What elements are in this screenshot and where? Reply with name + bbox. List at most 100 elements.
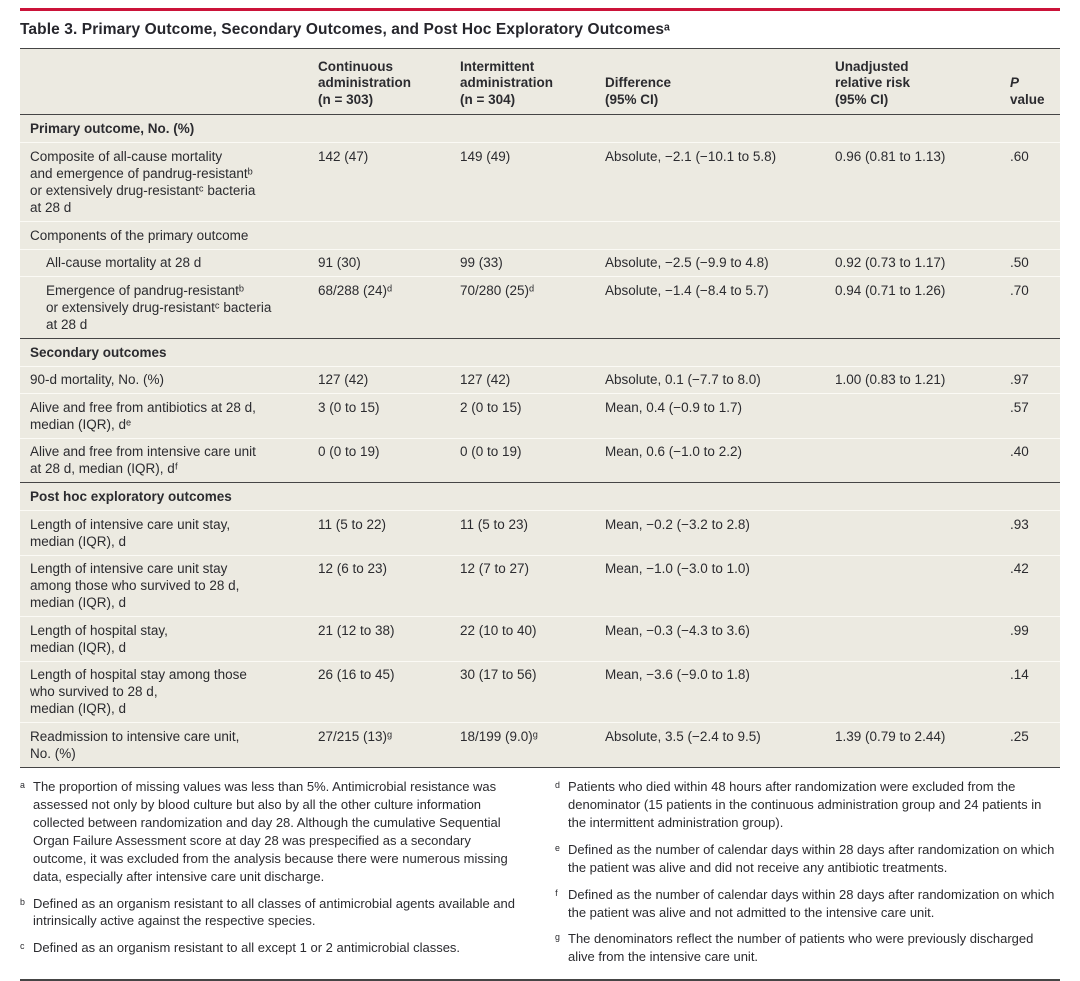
- accent-top-rule: [20, 8, 1060, 11]
- row-label: All-cause mortality at 28 d: [46, 255, 202, 271]
- footnote-text: Defined as the number of calendar days w…: [568, 886, 1055, 920]
- row-value: Mean, −3.6 (−9.0 to 1.8): [605, 667, 750, 683]
- row-value: 127 (42): [318, 372, 369, 388]
- row-value: Absolute, −2.5 (−9.9 to 4.8): [605, 255, 769, 271]
- row-value: 11 (5 to 23): [460, 516, 529, 532]
- row-value: .50: [1010, 255, 1029, 271]
- p-value-rest: value: [1010, 91, 1045, 107]
- row-label: Composite of all-cause mortality and eme…: [30, 148, 256, 215]
- footnote-text: The proportion of missing values was les…: [33, 778, 508, 884]
- row-value: Absolute, 0.1 (−7.7 to 8.0): [605, 372, 761, 388]
- paper-table-page: Table 3. Primary Outcome, Secondary Outc…: [20, 8, 1060, 981]
- row-label: Length of intensive care unit stay among…: [30, 561, 240, 611]
- table-row: Components of the primary outcome: [20, 220, 1060, 249]
- row-value: [835, 394, 1010, 404]
- footnote-text: The denominators reflect the number of p…: [568, 931, 1034, 965]
- column-header-continuous: Continuous administration (n = 303): [318, 59, 412, 107]
- table-row: Length of hospital stay among those who …: [20, 660, 1060, 723]
- row-value: [835, 439, 1010, 449]
- row-label: Alive and free from antibiotics at 28 d,…: [30, 399, 256, 432]
- footnote-marker: ᵈ: [555, 778, 560, 794]
- row-value: 1.39 (0.79 to 2.44): [835, 728, 946, 744]
- outcomes-table: Continuous administration (n = 303) Inte…: [20, 48, 1060, 768]
- table-row: Emergence of pandrug-resistantᵇ or exten…: [20, 276, 1060, 338]
- section-label: Post hoc exploratory outcomes: [30, 489, 232, 505]
- row-label: Length of hospital stay, median (IQR), d: [30, 622, 168, 655]
- row-value: 12 (7 to 27): [460, 561, 530, 577]
- row-value: 142 (47): [318, 148, 369, 164]
- row-value: Mean, −0.2 (−3.2 to 2.8): [605, 516, 750, 532]
- row-value: .93: [1010, 516, 1029, 532]
- row-value: 0 (0 to 19): [318, 444, 380, 460]
- column-header-p-value: P value: [1010, 75, 1060, 114]
- table-row: Alive and free from antibiotics at 28 d,…: [20, 393, 1060, 438]
- row-value: 0.96 (0.81 to 1.13): [835, 148, 946, 164]
- row-value: .25: [1010, 728, 1029, 744]
- row-value: 99 (33): [460, 255, 503, 271]
- row-value: [835, 662, 1010, 672]
- row-value: 68/288 (24)ᵈ: [318, 282, 393, 298]
- row-value: 91 (30): [318, 255, 361, 271]
- row-value: .70: [1010, 282, 1029, 298]
- row-value: Absolute, −1.4 (−8.4 to 5.7): [605, 282, 769, 298]
- table-row: Secondary outcomes: [20, 337, 1060, 366]
- section-label: Secondary outcomes: [30, 344, 167, 360]
- row-value: [835, 556, 1010, 566]
- table-row: Alive and free from intensive care unit …: [20, 437, 1060, 483]
- row-value: 0.92 (0.73 to 1.17): [835, 255, 946, 271]
- footnote: ᵉ Defined as the number of calendar days …: [555, 841, 1060, 877]
- row-value: 127 (42): [460, 372, 511, 388]
- footnote-marker: ᵇ: [20, 895, 25, 911]
- row-value: Mean, −1.0 (−3.0 to 1.0): [605, 561, 750, 577]
- footnote: ᵈ Patients who died within 48 hours after…: [555, 778, 1060, 832]
- row-label: Length of intensive care unit stay, medi…: [30, 516, 231, 549]
- row-value: .42: [1010, 561, 1029, 577]
- row-value: .57: [1010, 399, 1029, 415]
- row-value: .99: [1010, 622, 1029, 638]
- row-value: Mean, 0.4 (−0.9 to 1.7): [605, 399, 742, 415]
- table-row: Length of intensive care unit stay among…: [20, 554, 1060, 617]
- footnote: ᵇ Defined as an organism resistant to all…: [20, 895, 525, 931]
- table-row: Length of hospital stay, median (IQR), d…: [20, 616, 1060, 661]
- row-label: Alive and free from intensive care unit …: [30, 444, 256, 477]
- section-label: Primary outcome, No. (%): [30, 121, 195, 137]
- table-title: Table 3. Primary Outcome, Secondary Outc…: [20, 21, 671, 38]
- row-value: .60: [1010, 148, 1029, 164]
- row-value: .97: [1010, 372, 1029, 388]
- footnote-marker: ᵍ: [555, 931, 560, 947]
- footnotes-right: ᵈ Patients who died within 48 hours after…: [555, 778, 1060, 975]
- p-value-italic-letter: P: [1010, 75, 1020, 91]
- footnote-marker: ᵉ: [555, 841, 560, 857]
- table-row: Post hoc exploratory outcomes: [20, 482, 1060, 511]
- footnote: ᶠ Defined as the number of calendar days …: [555, 886, 1060, 922]
- table-row: Composite of all-cause mortality and eme…: [20, 142, 1060, 221]
- row-label: 90-d mortality, No. (%): [30, 372, 165, 388]
- row-value: 21 (12 to 38): [318, 622, 395, 638]
- footnote-text: Defined as an organism resistant to all …: [33, 940, 461, 956]
- table-row: Primary outcome, No. (%): [20, 115, 1060, 143]
- footnote: ᶜ Defined as an organism resistant to all…: [20, 939, 525, 957]
- footnote-text: Defined as an organism resistant to all …: [33, 895, 515, 929]
- footnotes-left: ᵃ The proportion of missing values was le…: [20, 778, 525, 975]
- footnote-text: Defined as the number of calendar days w…: [568, 841, 1055, 875]
- row-value: [835, 617, 1010, 627]
- table-row: Length of intensive care unit stay, medi…: [20, 510, 1060, 555]
- row-value: 22 (10 to 40): [460, 622, 537, 638]
- row-value: 11 (5 to 22): [318, 516, 387, 532]
- row-value: 1.00 (0.83 to 1.21): [835, 372, 946, 388]
- column-header-intermittent: Intermittent administration (n = 304): [460, 59, 554, 107]
- row-value: 149 (49): [460, 148, 511, 164]
- row-value: 12 (6 to 23): [318, 561, 388, 577]
- footnote-marker: ᶠ: [555, 886, 558, 902]
- footnote: ᵃ The proportion of missing values was le…: [20, 778, 525, 886]
- row-value: 26 (16 to 45): [318, 667, 395, 683]
- row-value: 0.94 (0.71 to 1.26): [835, 282, 946, 298]
- footnote: ᵍ The denominators reflect the number of …: [555, 930, 1060, 966]
- row-label: Readmission to intensive care unit, No. …: [30, 728, 240, 761]
- column-header-relative-risk: Unadjusted relative risk (95% CI): [835, 59, 911, 107]
- row-value: Absolute, 3.5 (−2.4 to 9.5): [605, 728, 761, 744]
- row-label: Length of hospital stay among those who …: [30, 667, 247, 717]
- table-row: Readmission to intensive care unit, No. …: [20, 722, 1060, 767]
- row-value: .40: [1010, 444, 1029, 460]
- row-value: Mean, −0.3 (−4.3 to 3.6): [605, 622, 750, 638]
